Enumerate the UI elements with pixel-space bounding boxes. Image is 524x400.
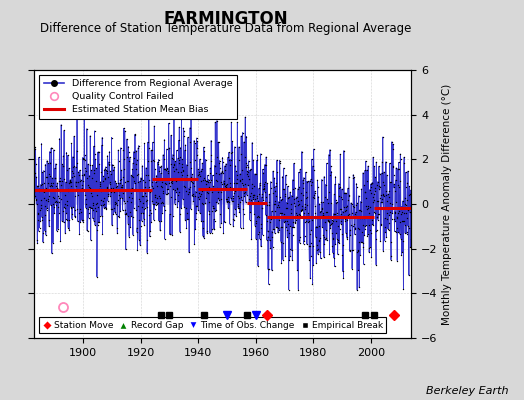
Text: Difference of Station Temperature Data from Regional Average: Difference of Station Temperature Data f…: [40, 22, 411, 35]
Legend: Station Move, Record Gap, Time of Obs. Change, Empirical Break: Station Move, Record Gap, Time of Obs. C…: [39, 317, 387, 334]
Y-axis label: Monthly Temperature Anomaly Difference (°C): Monthly Temperature Anomaly Difference (…: [442, 83, 452, 325]
Text: Berkeley Earth: Berkeley Earth: [426, 386, 508, 396]
Text: FARMINGTON: FARMINGTON: [163, 10, 288, 28]
